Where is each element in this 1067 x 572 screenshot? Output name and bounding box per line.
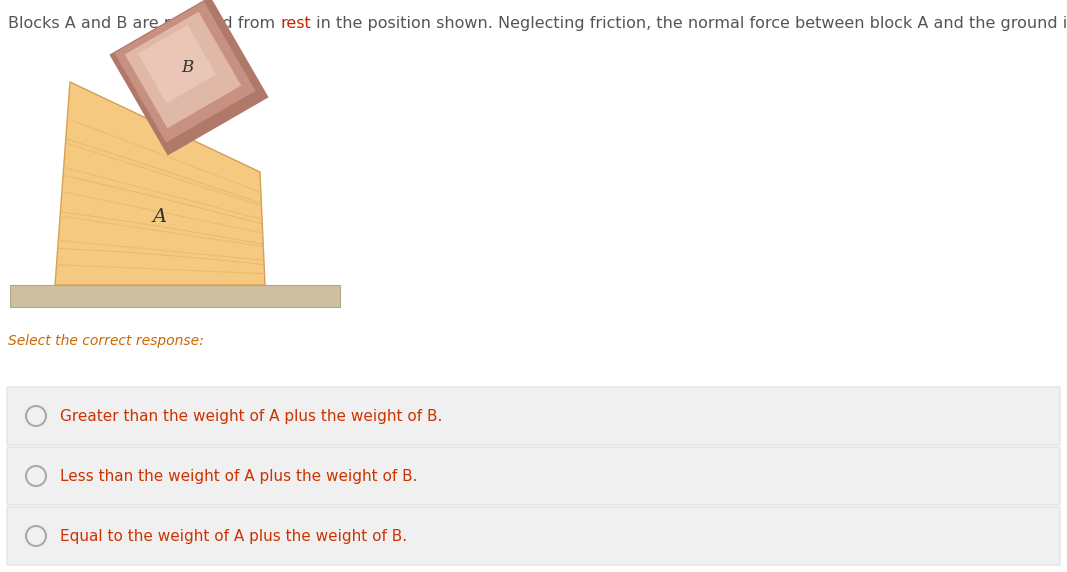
Text: Greater than the weight of A plus the weight of B.: Greater than the weight of A plus the we… <box>60 408 443 423</box>
Text: rest: rest <box>281 16 310 31</box>
Text: B: B <box>181 59 193 77</box>
FancyBboxPatch shape <box>7 447 1060 505</box>
Bar <box>10 285 340 307</box>
Text: Equal to the weight of A plus the weight of B.: Equal to the weight of A plus the weight… <box>60 529 408 543</box>
FancyBboxPatch shape <box>7 387 1060 445</box>
Polygon shape <box>55 82 265 285</box>
Text: Blocks A and B are released from: Blocks A and B are released from <box>7 16 281 31</box>
Text: Less than the weight of A plus the weight of B.: Less than the weight of A plus the weigh… <box>60 468 417 483</box>
Polygon shape <box>110 0 269 156</box>
Polygon shape <box>138 25 217 103</box>
FancyBboxPatch shape <box>7 507 1060 565</box>
Text: A: A <box>153 208 168 226</box>
Text: Select the correct response:: Select the correct response: <box>7 334 204 348</box>
Polygon shape <box>125 12 241 128</box>
Text: in the position shown. Neglecting friction, the normal force between block A and: in the position shown. Neglecting fricti… <box>310 16 1067 31</box>
Polygon shape <box>114 1 256 143</box>
